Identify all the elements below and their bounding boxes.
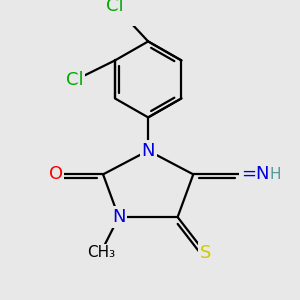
Text: CH₃: CH₃	[87, 245, 115, 260]
Text: O: O	[49, 165, 63, 183]
Text: S: S	[200, 244, 211, 262]
Text: N: N	[112, 208, 125, 226]
Text: H: H	[269, 167, 281, 182]
Text: =N: =N	[241, 165, 269, 183]
Text: Cl: Cl	[66, 71, 83, 89]
Text: N: N	[141, 142, 155, 160]
Text: Cl: Cl	[106, 0, 124, 15]
